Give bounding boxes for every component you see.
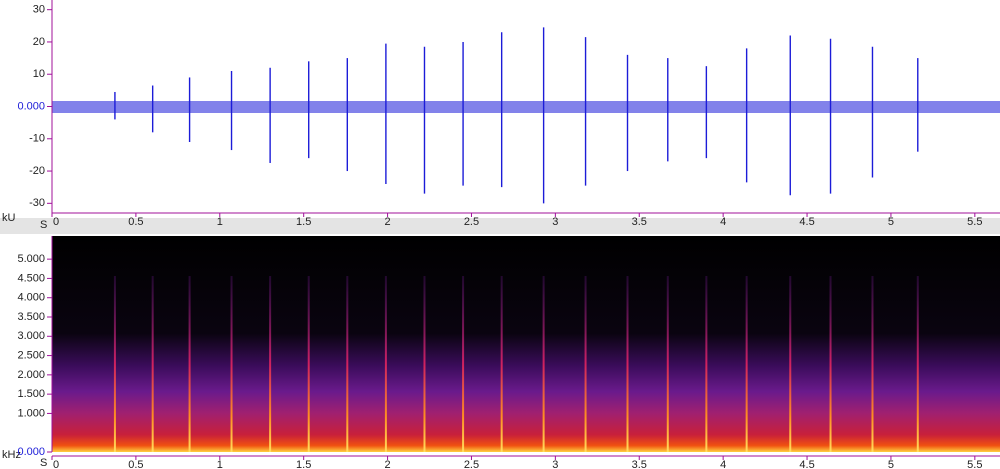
y-tick-label: 3.500 [17,311,45,323]
x-tick-label: 4 [720,459,726,469]
click-energy [745,276,748,452]
click-energy [462,276,465,452]
click-energy [871,276,874,452]
y-tick-label: 30 [33,4,45,16]
x-tick-label: 4.5 [799,459,814,469]
click-energy [346,276,349,452]
noise-band [52,101,1000,113]
click-energy [626,276,629,452]
click-energy [542,276,545,452]
x-tick-label: 2 [385,459,391,469]
click-energy [151,276,154,452]
click-energy [269,276,272,452]
y-tick-label: 1.000 [17,407,45,419]
x-tick-label: 2 [385,216,391,228]
x-tick-label: 5.5 [967,459,982,469]
y-tick-label: -30 [29,197,45,209]
x-tick-label: 2.5 [464,216,479,228]
x-tick-label: 4.5 [799,216,814,228]
y-tick-label: 3.000 [17,330,45,342]
click-energy [789,276,792,452]
x-tick-label: 3.5 [632,216,647,228]
y-tick-label: -20 [29,165,45,177]
y-tick-label: 1.500 [17,388,45,400]
y-axis-label: kU [2,212,16,224]
click-energy [705,276,708,452]
y-tick-label: 2.000 [17,369,45,381]
x-axis-label: S [40,457,47,469]
click-energy [113,276,116,452]
x-tick-label: 2.5 [464,459,479,469]
x-tick-label: 0.5 [128,216,143,228]
splitter[interactable] [0,218,1000,234]
click-energy [423,276,426,452]
y-axis-label: kHz [2,449,21,461]
x-tick-label: 1 [217,459,223,469]
x-tick-label: 0.5 [128,459,143,469]
click-energy [829,276,832,452]
y-tick-label: 5.000 [17,253,45,265]
x-tick-label: 5 [888,459,894,469]
click-energy [916,276,919,452]
spectrogram-image [52,236,1000,452]
y-tick-label: 20 [33,36,45,48]
y-tick-label: 4.500 [17,272,45,284]
x-tick-label: 0 [53,459,59,469]
y-tick-label: 10 [33,68,45,80]
x-tick-label: 1 [217,216,223,228]
x-tick-label: 0 [53,216,59,228]
y-tick-label: 0.000 [17,100,45,112]
y-tick-label: 4.000 [17,292,45,304]
y-tick-label: -10 [29,133,45,145]
click-energy [584,276,587,452]
click-energy [188,276,191,452]
x-tick-label: 3 [552,459,558,469]
click-energy [307,276,310,452]
click-energy [666,276,669,452]
x-tick-label: 5.5 [967,216,982,228]
click-energy [384,276,387,452]
x-tick-label: 5 [888,216,894,228]
y-tick-label: 2.500 [17,349,45,361]
x-tick-label: 1.5 [296,459,311,469]
x-tick-label: 1.5 [296,216,311,228]
x-axis-label: S [40,219,47,231]
x-tick-label: 3 [552,216,558,228]
x-tick-label: 3.5 [632,459,647,469]
click-energy [230,276,233,452]
x-tick-label: 4 [720,216,726,228]
click-energy [500,276,503,452]
y-tick-label: 0.000 [17,446,45,458]
